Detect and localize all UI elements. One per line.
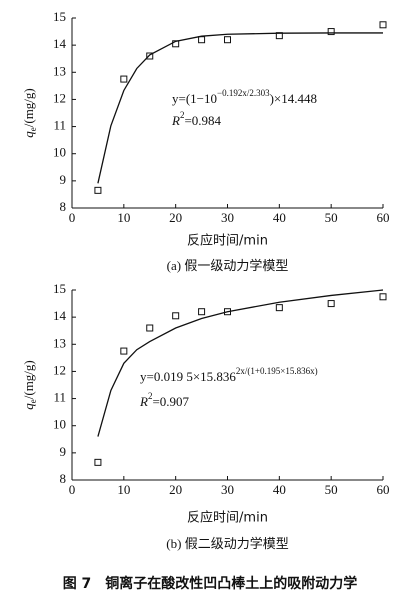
fit-line [97,289,384,437]
x-tick-label: 10 [117,210,130,225]
annotation: R2=0.984 [171,110,222,128]
y-axis-label-part: q [21,403,36,410]
data-point [172,312,180,320]
y-tick-label: 8 [60,199,67,214]
data-point [120,75,128,83]
y-axis-label-part: q [21,131,36,138]
annotation: y=0.019 5×15.8362x/(1+0.195×15.836x) [140,366,318,384]
data-point [275,32,283,40]
annotation: y=(1−10−0.192x/2.303)×14.448 [172,88,317,106]
data-point [198,36,206,44]
y-tick-label: 14 [53,36,67,51]
y-tick-label: 15 [53,281,66,296]
y-tick-label: 11 [53,118,66,133]
annotation-part: R [171,113,180,128]
annotation-part: )×14.448 [270,91,317,106]
data-point [198,308,206,316]
x-tick-label: 50 [325,482,338,497]
y-tick-label: 8 [60,471,67,486]
x-tick-label: 50 [325,210,338,225]
x-tick-label: 30 [221,482,234,497]
data-point [275,304,283,312]
y-axis-label: qe/(mg/g) [21,360,38,410]
data-point [94,186,102,194]
x-axis-label: 反应时间/min [187,233,268,249]
y-axis-label-part: /(mg/g) [21,88,36,127]
figure-caption: 图 7 铜离子在酸改性凹凸棒土上的吸附动力学 [63,575,358,592]
data-point [146,52,154,60]
annotation-part: 2 [148,391,153,401]
y-tick-label: 9 [60,172,67,187]
x-tick-label: 20 [169,482,182,497]
y-tick-label: 10 [53,145,66,160]
x-tick-label: 40 [273,210,286,225]
annotation-part: =0.984 [184,113,221,128]
fit-line [97,32,383,184]
y-axis-label: qe/(mg/g) [21,88,38,138]
y-tick-label: 14 [53,308,67,323]
annotation-part: −0.192x/2.303 [217,88,270,98]
y-tick-label: 12 [53,90,66,105]
x-tick-label: 60 [377,210,390,225]
x-tick-label: 30 [221,210,234,225]
annotation-part: 2x/(1+0.195×15.836x) [236,366,318,376]
y-tick-label: 15 [53,9,66,24]
annotation: R2=0.907 [139,391,190,409]
y-axis-label-part: e [28,127,38,131]
data-point [224,308,231,316]
y-tick-label: 12 [53,362,66,377]
y-tick-label: 9 [60,444,67,459]
annotation-part: =0.907 [152,394,189,409]
y-tick-label: 13 [53,63,66,78]
x-tick-label: 60 [377,482,390,497]
subtitle: (b) 假二级动力学模型 [166,536,288,551]
y-axis-label-part: /(mg/g) [21,360,36,399]
annotation-part: y=(1−10 [172,91,217,106]
x-tick-label: 40 [273,482,286,497]
subtitle: (a) 假一级动力学模型 [167,258,289,273]
data-point [224,36,231,44]
data-point [327,300,335,308]
y-tick-label: 10 [53,417,66,432]
x-tick-label: 0 [69,210,76,225]
x-axis-label: 反应时间/min [187,510,268,526]
x-tick-label: 0 [69,482,76,497]
y-axis-label-part: e [28,399,38,403]
data-point [327,28,335,36]
data-point [172,40,180,48]
data-point [94,458,102,466]
annotation-part: 2 [180,110,185,120]
data-point [146,324,154,332]
x-tick-label: 20 [169,210,182,225]
y-tick-label: 13 [53,335,66,350]
data-point [379,21,387,29]
annotation-part: R [139,394,148,409]
x-tick-label: 10 [117,482,130,497]
data-point [379,293,387,301]
y-tick-label: 11 [53,390,66,405]
data-point [120,347,128,355]
annotation-part: y=0.019 5×15.836 [140,369,236,384]
